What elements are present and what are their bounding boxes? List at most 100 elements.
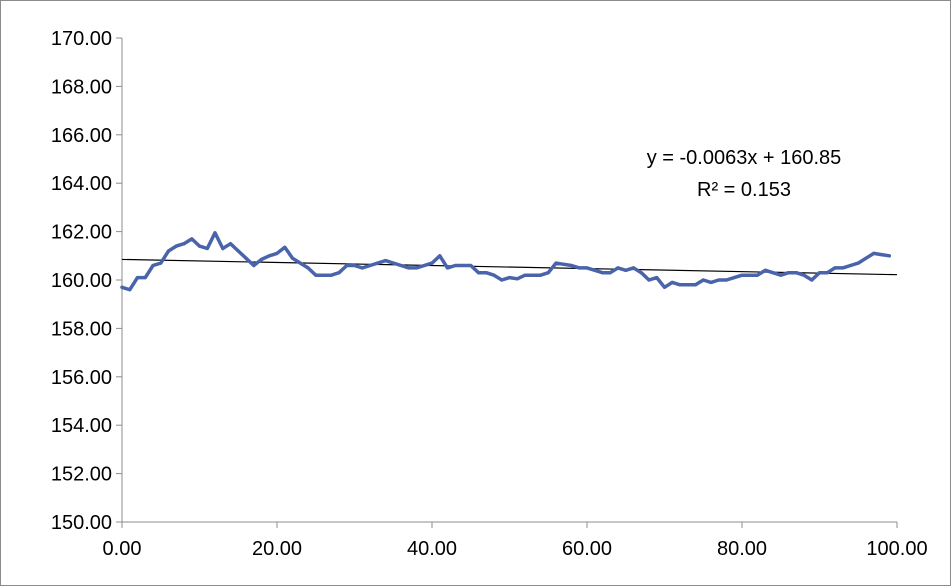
y-tick-label-7: 164.00: [51, 173, 112, 195]
data-point-92: [833, 266, 837, 270]
data-point-98: [879, 252, 884, 257]
y-tick-label-5: 160.00: [51, 270, 112, 292]
data-point-96: [864, 256, 868, 260]
data-point-42: [445, 266, 450, 270]
data-point-80: [740, 273, 744, 277]
data-point-75: [701, 278, 705, 282]
trendline-r-squared: R² = 0.153: [697, 179, 791, 201]
data-point-68: [647, 278, 651, 282]
data-point-20: [275, 251, 279, 255]
x-axis-ticks: 0.00 20.00 40.00 60.00 80.00 100.00: [103, 522, 928, 560]
data-point-71: [670, 280, 674, 285]
data-point-32: [368, 263, 372, 268]
data-point-79: [732, 275, 736, 280]
data-point-31: [360, 266, 364, 270]
data-point-25: [314, 273, 318, 277]
data-point-39: [422, 263, 426, 268]
data-point-76: [709, 280, 713, 285]
data-point-74: [693, 283, 698, 287]
data-point-30: [352, 263, 357, 268]
data-point-49: [500, 278, 504, 282]
data-point-60: [585, 266, 589, 270]
data-point-99: [887, 254, 891, 258]
data-point-17: [252, 263, 256, 268]
x-tick-label-4: 80.00: [717, 538, 767, 560]
data-point-36: [399, 263, 403, 268]
data-point-47: [484, 271, 488, 275]
data-point-61: [593, 268, 597, 272]
data-point-84: [771, 271, 775, 275]
data-point-70: [662, 285, 667, 289]
data-point-44: [461, 263, 465, 268]
data-point-56: [554, 261, 558, 265]
data-point-95: [856, 261, 860, 265]
y-tick-label-4: 158.00: [51, 318, 112, 340]
data-point-66: [631, 266, 636, 270]
y-tick-label-8: 166.00: [51, 125, 112, 147]
data-point-41: [438, 254, 442, 258]
data-point-53: [531, 273, 535, 277]
data-point-40: [430, 261, 434, 265]
data-point-37: [407, 266, 411, 270]
data-point-85: [779, 273, 783, 277]
data-point-2: [135, 275, 140, 280]
data-point-24: [306, 266, 310, 270]
data-point-91: [825, 271, 829, 275]
x-tick-label-3: 60.00: [562, 538, 612, 560]
data-point-45: [469, 263, 473, 268]
axes: [121, 38, 897, 523]
data-point-21: [283, 245, 287, 249]
y-tick-label-0: 150.00: [51, 512, 112, 534]
data-point-69: [655, 275, 659, 280]
data-point-33: [376, 261, 380, 265]
data-point-43: [453, 263, 457, 268]
data-point-63: [608, 271, 612, 275]
data-point-14: [228, 242, 233, 246]
data-point-48: [492, 273, 496, 277]
data-point-81: [748, 273, 752, 277]
data-point-65: [624, 268, 628, 272]
x-tick-label-0: 0.00: [103, 538, 142, 560]
data-point-18: [259, 257, 264, 262]
data-point-54: [538, 273, 543, 277]
data-point-11: [205, 246, 209, 251]
data-point-23: [298, 261, 302, 265]
data-point-35: [391, 261, 395, 265]
data-point-9: [190, 237, 194, 241]
data-point-50: [507, 275, 512, 280]
series-line: [120, 231, 892, 292]
y-tick-label-2: 154.00: [51, 415, 112, 437]
data-point-8: [182, 242, 186, 246]
y-axis-ticks: 150.00 152.00 154.00 156.00 158.00 160.00 162.…: [51, 28, 122, 534]
data-point-73: [686, 283, 690, 287]
data-point-28: [337, 271, 341, 275]
x-tick-label-5: 100.00: [866, 538, 927, 560]
data-point-29: [345, 263, 349, 268]
data-point-59: [577, 266, 581, 270]
data-point-7: [174, 244, 178, 248]
data-point-6: [166, 249, 171, 253]
y-tick-label-6: 162.00: [51, 222, 112, 244]
data-point-87: [794, 271, 798, 275]
y-tick-label-9: 168.00: [51, 76, 112, 98]
data-point-27: [329, 273, 333, 277]
data-point-94: [848, 263, 853, 268]
data-point-38: [414, 266, 419, 270]
data-point-0: [120, 285, 124, 289]
trendline: [121, 258, 898, 276]
data-point-15: [236, 249, 240, 253]
data-point-46: [476, 271, 481, 275]
data-point-77: [717, 278, 721, 282]
data-point-52: [523, 273, 527, 277]
data-point-89: [810, 278, 814, 282]
data-point-26: [321, 273, 326, 277]
data-point-51: [515, 277, 519, 281]
data-point-58: [569, 263, 574, 268]
data-point-19: [267, 254, 271, 258]
data-point-97: [872, 251, 876, 255]
x-tick-label-2: 40.00: [407, 538, 457, 560]
data-point-93: [841, 266, 845, 270]
trendline-equation: y = -0.0063x + 160.85: [647, 147, 842, 169]
data-point-62: [600, 271, 605, 275]
